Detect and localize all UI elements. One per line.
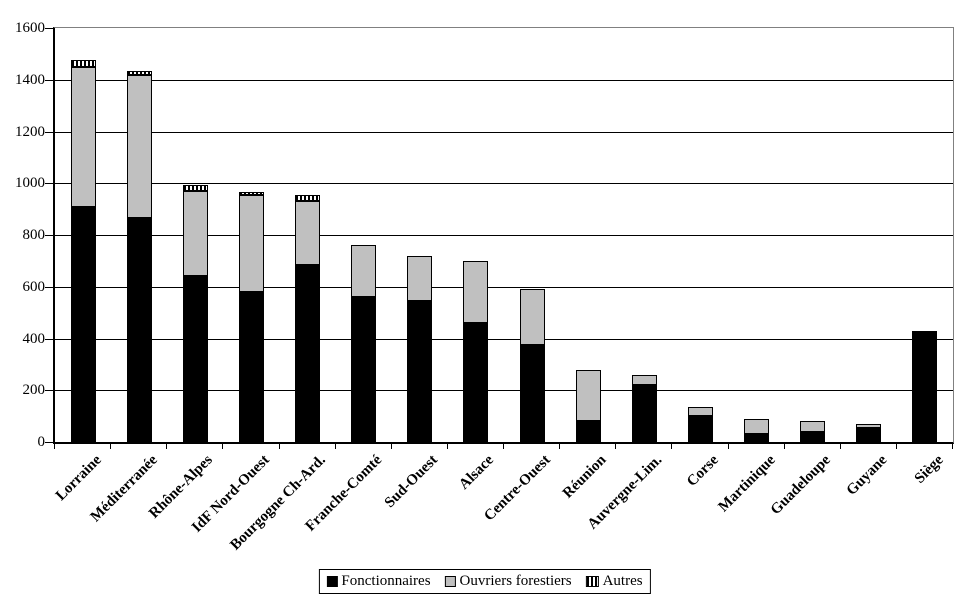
bar-ouvriers-forestiers-9 <box>575 369 601 422</box>
y-tick-400 <box>45 339 53 340</box>
bar-autres-4 <box>295 194 321 202</box>
bar-ouvriers-forestiers-4 <box>295 201 321 265</box>
bar-fonctionnaires-10 <box>631 385 657 442</box>
gridline-600 <box>55 286 953 288</box>
y-axis-label-600: 600 <box>22 279 46 295</box>
x-tick-1 <box>110 444 111 449</box>
x-tick-11 <box>671 444 672 449</box>
legend-item-ouvriers-forestiers: Ouvriers forestiers <box>444 573 572 590</box>
bar-ouvriers-forestiers-14 <box>856 423 882 428</box>
autres-swatch-icon <box>585 576 599 587</box>
bar-fonctionnaires-11 <box>687 416 713 442</box>
bar-fonctionnaires-13 <box>800 431 826 442</box>
y-tick-0 <box>45 442 53 443</box>
plot-area <box>53 27 954 444</box>
x-tick-16 <box>952 444 953 449</box>
x-axis-label-14: Guyane <box>843 452 891 499</box>
x-tick-2 <box>166 444 167 449</box>
x-axis-label-15: Siège <box>911 452 947 487</box>
gridline-1400 <box>55 79 953 81</box>
x-tick-3 <box>222 444 223 449</box>
bar-ouvriers-forestiers-1 <box>126 74 152 219</box>
bar-fonctionnaires-8 <box>519 345 545 442</box>
bar-autres-3 <box>238 192 264 195</box>
bar-ouvriers-forestiers-10 <box>631 374 657 386</box>
bar-autres-1 <box>126 70 152 75</box>
x-tick-9 <box>559 444 560 449</box>
bar-fonctionnaires-2 <box>182 276 208 442</box>
y-tick-1000 <box>45 183 53 184</box>
y-tick-1200 <box>45 132 53 133</box>
x-axis-label-7: Alsace <box>456 452 498 493</box>
bar-fonctionnaires-12 <box>744 434 770 442</box>
bar-ouvriers-forestiers-13 <box>800 421 826 432</box>
gridline-1000 <box>55 183 953 185</box>
ouvriers-forestiers-swatch-icon <box>444 576 456 587</box>
legend-label-ouvriers-forestiers: Ouvriers forestiers <box>459 573 572 589</box>
y-axis-label-800: 800 <box>22 227 46 243</box>
bar-ouvriers-forestiers-11 <box>687 407 713 417</box>
y-axis-label-400: 400 <box>22 331 46 347</box>
bar-ouvriers-forestiers-3 <box>238 194 264 292</box>
legend: Fonctionnaires Ouvriers forestiers Autre… <box>318 569 651 594</box>
y-axis-label-1600: 1600 <box>15 20 45 36</box>
bar-ouvriers-forestiers-2 <box>182 191 208 277</box>
legend-label-fonctionnaires: Fonctionnaires <box>341 573 431 589</box>
y-tick-600 <box>45 287 53 288</box>
bar-fonctionnaires-0 <box>70 206 96 442</box>
fonctionnaires-swatch-icon <box>326 576 338 587</box>
legend-label-autres: Autres <box>602 573 643 589</box>
bar-autres-2 <box>182 184 208 191</box>
x-tick-15 <box>896 444 897 449</box>
bar-fonctionnaires-15 <box>912 330 938 442</box>
x-axis-label-4: Bourgogne Ch-Ard. <box>227 452 330 554</box>
bar-ouvriers-forestiers-6 <box>407 255 433 301</box>
y-axis-label-1200: 1200 <box>15 124 45 140</box>
bar-fonctionnaires-5 <box>351 297 377 442</box>
bar-fonctionnaires-14 <box>856 427 882 442</box>
y-tick-1600 <box>45 28 53 29</box>
bar-ouvriers-forestiers-0 <box>70 66 96 207</box>
gridline-200 <box>55 390 953 392</box>
x-tick-12 <box>728 444 729 449</box>
x-tick-14 <box>840 444 841 449</box>
gridline-400 <box>55 338 953 340</box>
x-tick-5 <box>335 444 336 449</box>
x-tick-7 <box>447 444 448 449</box>
y-tick-800 <box>45 235 53 236</box>
y-axis-label-0: 0 <box>37 434 46 450</box>
bar-fonctionnaires-7 <box>463 323 489 442</box>
x-axis-label-9: Réunion <box>559 452 610 502</box>
y-axis-label-1400: 1400 <box>15 72 45 88</box>
x-tick-0 <box>54 444 55 449</box>
x-axis-label-0: Lorraine <box>52 452 105 504</box>
x-tick-6 <box>391 444 392 449</box>
gridline-800 <box>55 235 953 236</box>
bar-fonctionnaires-4 <box>295 264 321 442</box>
bar-ouvriers-forestiers-5 <box>351 245 377 298</box>
y-axis-label-200: 200 <box>22 382 46 398</box>
bar-ouvriers-forestiers-12 <box>744 418 770 435</box>
bar-fonctionnaires-6 <box>407 301 433 442</box>
legend-item-fonctionnaires: Fonctionnaires <box>326 573 431 590</box>
bar-fonctionnaires-1 <box>126 218 152 442</box>
y-tick-1400 <box>45 80 53 81</box>
legend-item-autres: Autres <box>585 573 643 590</box>
y-tick-200 <box>45 390 53 391</box>
y-axis-label-1000: 1000 <box>15 175 45 191</box>
bar-fonctionnaires-9 <box>575 421 601 442</box>
x-tick-13 <box>784 444 785 449</box>
gridline-1200 <box>55 131 953 133</box>
x-axis-label-6: Sud-Ouest <box>382 452 442 512</box>
bar-ouvriers-forestiers-8 <box>519 289 545 345</box>
x-tick-4 <box>279 444 280 449</box>
x-tick-10 <box>615 444 616 449</box>
bar-ouvriers-forestiers-7 <box>463 260 489 323</box>
x-tick-8 <box>503 444 504 449</box>
bar-autres-0 <box>70 60 96 67</box>
x-axis-label-11: Corse <box>683 452 722 490</box>
bar-fonctionnaires-3 <box>238 291 264 442</box>
